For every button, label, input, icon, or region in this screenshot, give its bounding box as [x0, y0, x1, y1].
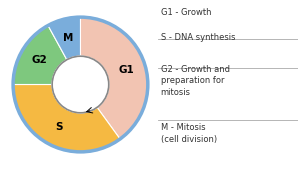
- Wedge shape: [13, 26, 67, 84]
- Wedge shape: [80, 17, 148, 139]
- Text: G1: G1: [118, 65, 134, 75]
- Wedge shape: [13, 84, 120, 152]
- Text: M: M: [63, 33, 74, 43]
- Text: M - Mitosis
(cell division): M - Mitosis (cell division): [161, 123, 217, 144]
- Circle shape: [52, 56, 109, 113]
- Text: G1 - Growth: G1 - Growth: [161, 8, 211, 17]
- Wedge shape: [48, 17, 80, 60]
- Text: S - DNA synthesis: S - DNA synthesis: [161, 33, 235, 42]
- Text: S: S: [55, 122, 63, 132]
- Text: G2: G2: [31, 55, 47, 65]
- Text: G2 - Growth and
preparation for
mitosis: G2 - Growth and preparation for mitosis: [161, 65, 230, 97]
